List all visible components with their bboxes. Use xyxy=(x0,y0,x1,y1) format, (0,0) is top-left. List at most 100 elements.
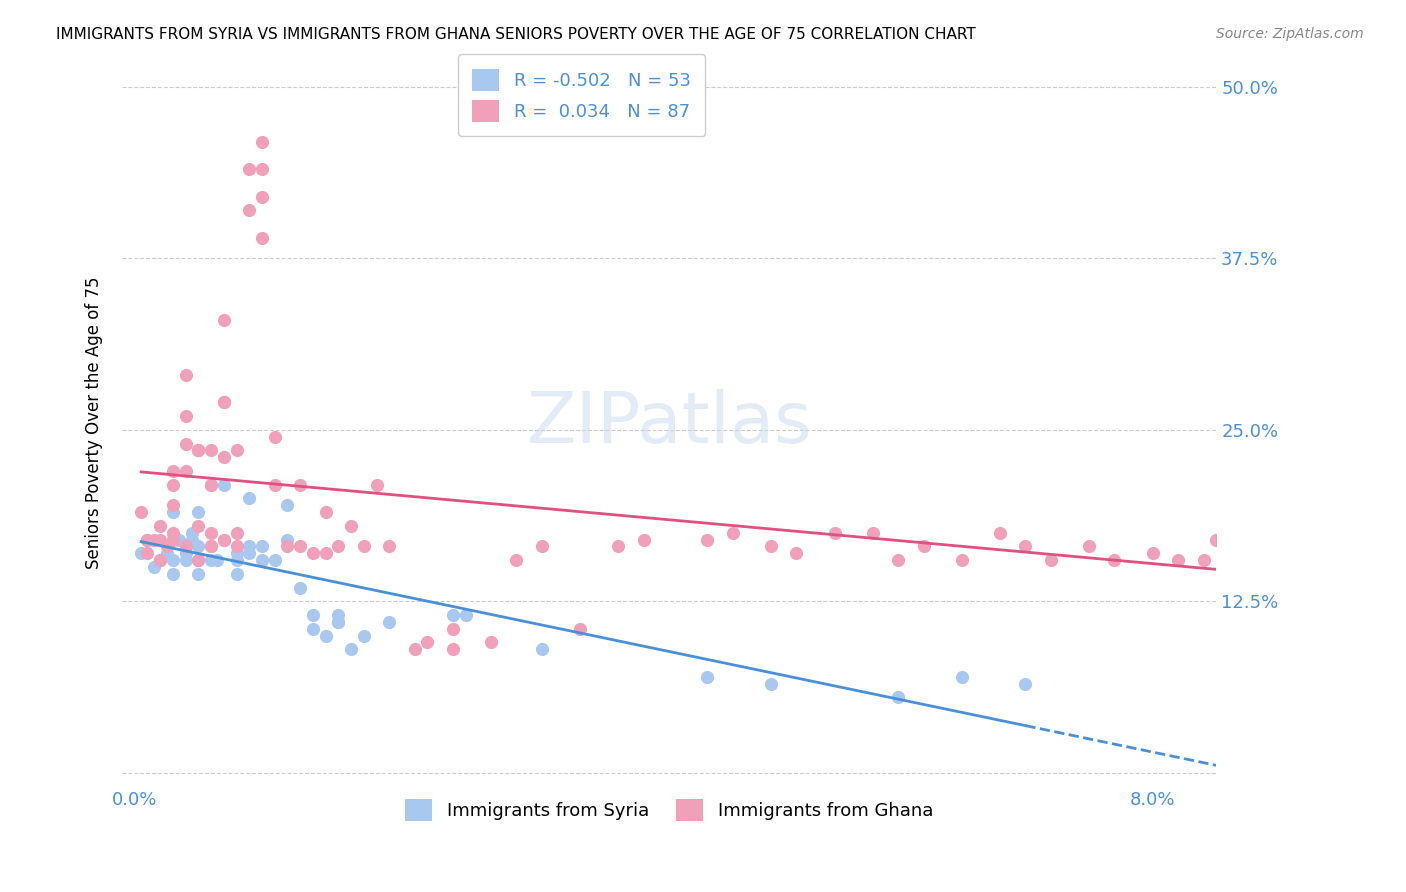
Point xyxy=(607,540,630,554)
Text: ZIPatlas: ZIPatlas xyxy=(526,389,813,458)
Point xyxy=(721,525,744,540)
Point xyxy=(479,635,502,649)
Point xyxy=(290,477,312,491)
Point xyxy=(162,464,184,478)
Point xyxy=(174,553,197,567)
Point xyxy=(187,519,209,533)
Point xyxy=(505,553,527,567)
Point xyxy=(441,608,464,623)
Point xyxy=(200,540,222,554)
Point xyxy=(136,546,159,560)
Point xyxy=(162,566,184,581)
Point xyxy=(162,505,184,519)
Point xyxy=(1142,546,1164,560)
Point xyxy=(238,540,260,554)
Point xyxy=(187,443,209,458)
Point xyxy=(142,560,165,574)
Point xyxy=(155,546,177,560)
Point xyxy=(162,499,184,513)
Point xyxy=(200,553,222,567)
Point xyxy=(1104,553,1126,567)
Point xyxy=(988,525,1011,540)
Point xyxy=(187,553,209,567)
Point xyxy=(187,443,209,458)
Point xyxy=(328,608,350,623)
Point xyxy=(129,546,152,560)
Point xyxy=(187,505,209,519)
Point xyxy=(696,670,718,684)
Point xyxy=(129,505,152,519)
Point xyxy=(1078,540,1101,554)
Point xyxy=(174,368,197,382)
Point xyxy=(174,436,197,450)
Point xyxy=(912,540,935,554)
Point xyxy=(200,540,222,554)
Point xyxy=(263,553,285,567)
Point xyxy=(759,540,782,554)
Point xyxy=(162,533,184,547)
Point xyxy=(276,499,298,513)
Point xyxy=(276,540,298,554)
Point xyxy=(887,553,910,567)
Point xyxy=(142,533,165,547)
Point xyxy=(1192,553,1215,567)
Point xyxy=(174,540,197,554)
Point xyxy=(404,642,426,657)
Point xyxy=(169,533,191,547)
Point xyxy=(187,443,209,458)
Point xyxy=(212,313,235,327)
Point xyxy=(1039,553,1062,567)
Point xyxy=(340,642,363,657)
Point xyxy=(340,519,363,533)
Point xyxy=(416,635,439,649)
Point xyxy=(328,540,350,554)
Point xyxy=(276,533,298,547)
Y-axis label: Seniors Poverty Over the Age of 75: Seniors Poverty Over the Age of 75 xyxy=(86,277,103,569)
Point xyxy=(174,546,197,560)
Point xyxy=(315,546,337,560)
Point xyxy=(328,615,350,629)
Point xyxy=(136,533,159,547)
Point xyxy=(174,540,197,554)
Point xyxy=(353,629,375,643)
Point xyxy=(302,622,325,636)
Point xyxy=(181,533,204,547)
Point xyxy=(136,533,159,547)
Point xyxy=(759,676,782,690)
Point xyxy=(696,533,718,547)
Point xyxy=(1333,546,1355,560)
Point xyxy=(441,622,464,636)
Point xyxy=(250,135,273,149)
Point xyxy=(1167,553,1189,567)
Point xyxy=(149,553,172,567)
Point xyxy=(187,553,209,567)
Point xyxy=(238,491,260,506)
Point xyxy=(149,519,172,533)
Point xyxy=(200,443,222,458)
Point xyxy=(569,622,592,636)
Point xyxy=(162,553,184,567)
Point xyxy=(1268,525,1291,540)
Point xyxy=(353,540,375,554)
Point xyxy=(212,395,235,409)
Point xyxy=(378,540,401,554)
Point xyxy=(250,553,273,567)
Point xyxy=(225,443,247,458)
Point xyxy=(250,540,273,554)
Point xyxy=(824,525,846,540)
Point xyxy=(200,477,222,491)
Point xyxy=(225,566,247,581)
Legend: Immigrants from Syria, Immigrants from Ghana: Immigrants from Syria, Immigrants from G… xyxy=(391,785,948,836)
Point xyxy=(174,409,197,424)
Point xyxy=(174,464,197,478)
Point xyxy=(212,477,235,491)
Point xyxy=(263,477,285,491)
Point xyxy=(187,540,209,554)
Point xyxy=(238,162,260,177)
Point xyxy=(633,533,655,547)
Point xyxy=(263,430,285,444)
Point xyxy=(225,553,247,567)
Point xyxy=(290,540,312,554)
Point xyxy=(162,477,184,491)
Point xyxy=(181,525,204,540)
